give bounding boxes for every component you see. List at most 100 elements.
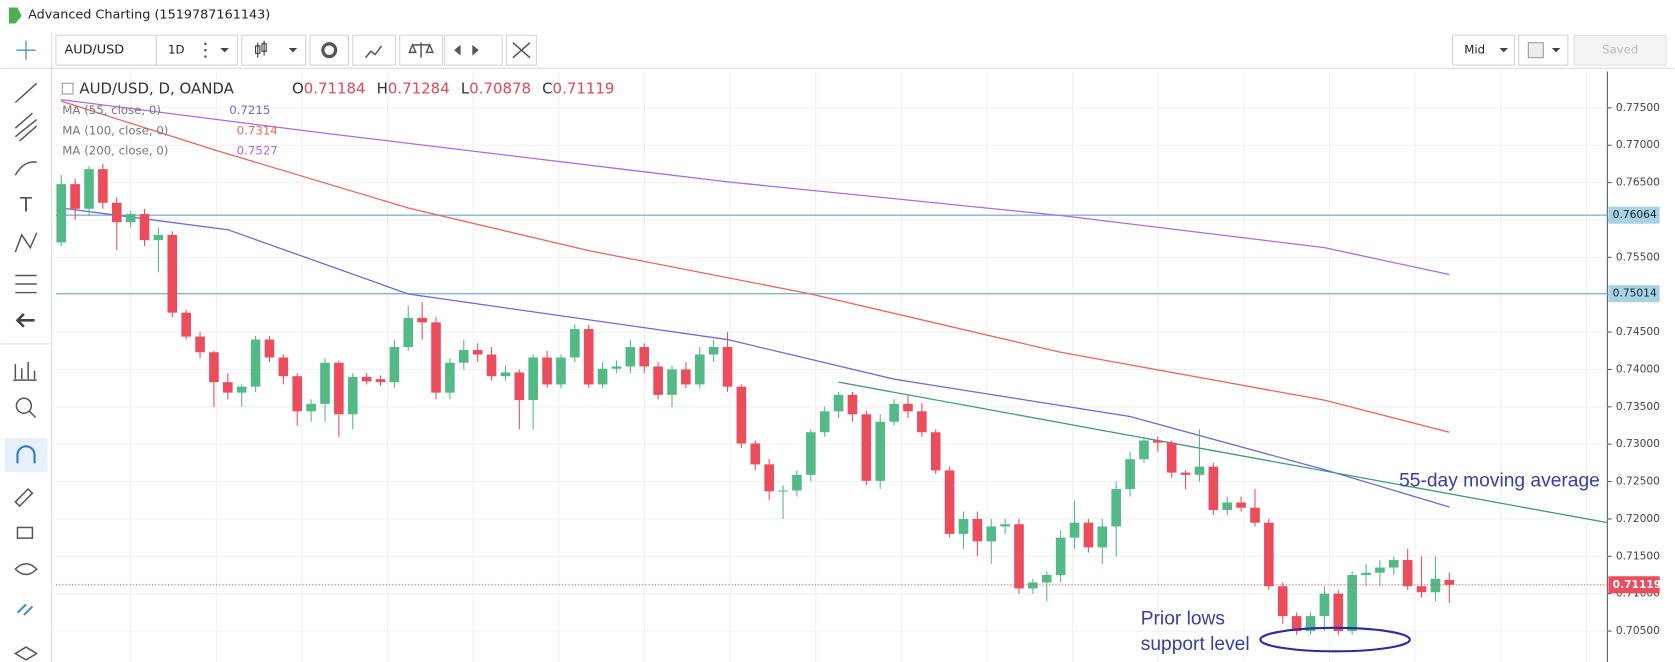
candle-body [1028, 582, 1038, 589]
candle-body [1083, 522, 1094, 548]
y-tick-label: 0.72000 [1616, 512, 1660, 525]
candle-body [1416, 586, 1427, 593]
ma-name: MA (55, close, 0) [62, 102, 161, 116]
candle-body [1153, 440, 1163, 443]
candle-body [486, 354, 497, 377]
candle-body [1166, 442, 1177, 473]
low-value: 0.70878 [469, 80, 531, 98]
candle-body [84, 169, 94, 209]
fib-tool[interactable] [14, 112, 38, 142]
candle-body [167, 234, 178, 313]
annotation: support level [1141, 634, 1250, 655]
candle-body [1139, 440, 1149, 460]
candle-body [1264, 522, 1274, 587]
brush-tool[interactable] [14, 161, 37, 176]
lock-tool[interactable] [16, 526, 34, 539]
saved: Saved [1602, 43, 1638, 57]
candle-body [944, 470, 955, 534]
candle-body [1402, 560, 1413, 587]
y-tick-label: 0.70500 [1616, 624, 1660, 637]
candle-body [875, 421, 886, 481]
close-label: C [542, 80, 552, 98]
candle-body [903, 403, 913, 412]
indicators-button[interactable] [352, 34, 396, 66]
candle-body [139, 213, 150, 241]
support-ellipse [1259, 626, 1411, 653]
candle-body [861, 414, 872, 481]
candle-body [819, 411, 830, 433]
candle-body [1277, 586, 1288, 617]
candle-body [98, 169, 108, 203]
low-label: L [461, 80, 470, 98]
zoom-tool[interactable] [15, 397, 33, 414]
main-legend: AUD/USD, D, OANDA O0.71184 H0.71284 L0.7… [79, 80, 614, 98]
candle-body [764, 464, 774, 492]
collapse-box[interactable] [61, 82, 74, 95]
gear-icon [321, 42, 338, 59]
candle-body [1319, 593, 1330, 617]
save-button[interactable] [1573, 34, 1667, 66]
dropdown-arrow [288, 48, 298, 53]
fullscreen-icon [512, 42, 531, 59]
link-tool[interactable] [16, 603, 34, 616]
lock-draw-tool[interactable] [14, 487, 34, 508]
moving-average [61, 100, 1450, 433]
zoom-handle [28, 410, 37, 419]
high-value: 0.71284 [388, 80, 450, 98]
candle-body [611, 366, 622, 369]
candle-body [1125, 459, 1135, 490]
candle-body [792, 474, 802, 491]
candle-body [292, 376, 303, 412]
candle-body [306, 403, 316, 412]
candle-body [56, 184, 67, 243]
level-label: 0.76064 [1613, 208, 1657, 221]
y-tick-label: 0.73500 [1616, 400, 1660, 413]
chart-tool[interactable] [13, 361, 37, 381]
layers-tool[interactable] [13, 646, 39, 661]
candle-body [1347, 575, 1357, 632]
candle-body [1014, 524, 1024, 589]
candle-body [597, 368, 608, 385]
candle-body [375, 379, 386, 383]
magnet-tool[interactable] [16, 445, 36, 464]
candle-body [70, 184, 80, 209]
crosshair-tool[interactable] [16, 40, 36, 60]
candle-body [1430, 578, 1441, 593]
symbol-box[interactable] [55, 34, 157, 66]
measure-tool[interactable] [15, 274, 37, 294]
candle-body [889, 403, 899, 422]
title-bar-bg [0, 0, 1675, 30]
price-type: Mid [1464, 43, 1485, 57]
candle-body [403, 317, 414, 348]
interval: 1D [168, 43, 185, 57]
candle-body [833, 394, 844, 412]
line-tool[interactable] [14, 82, 38, 104]
y-tick-label: 0.72500 [1616, 475, 1660, 488]
candle-body [1236, 502, 1246, 508]
candle-body [1333, 593, 1344, 632]
y-tick-label: 0.73000 [1616, 437, 1660, 450]
candle-body [542, 357, 552, 385]
close-value: 0.71119 [553, 80, 615, 98]
y-tick-label: 0.76500 [1616, 176, 1660, 189]
candle-body [445, 362, 455, 393]
ma-value: 0.7215 [229, 102, 270, 116]
app-icon [8, 7, 22, 24]
candle-body [209, 352, 219, 383]
chart-style-button[interactable] [241, 34, 307, 66]
pattern-tool[interactable] [14, 232, 38, 253]
text-tool[interactable]: T [19, 194, 32, 217]
level-label-bg [1608, 206, 1660, 224]
series-title: AUD/USD, D, OANDA [79, 80, 234, 98]
dropdown-arrow [220, 48, 229, 53]
candle-icon [255, 40, 267, 58]
back-tool[interactable] [15, 313, 35, 328]
settings-button[interactable] [309, 34, 350, 66]
visibility-tool[interactable] [14, 563, 38, 576]
candle-body [458, 350, 469, 363]
candle-body [1180, 472, 1191, 475]
candle-body [667, 369, 677, 395]
toolbar: AUD/USD 1D Mid Saved [0, 34, 1675, 69]
